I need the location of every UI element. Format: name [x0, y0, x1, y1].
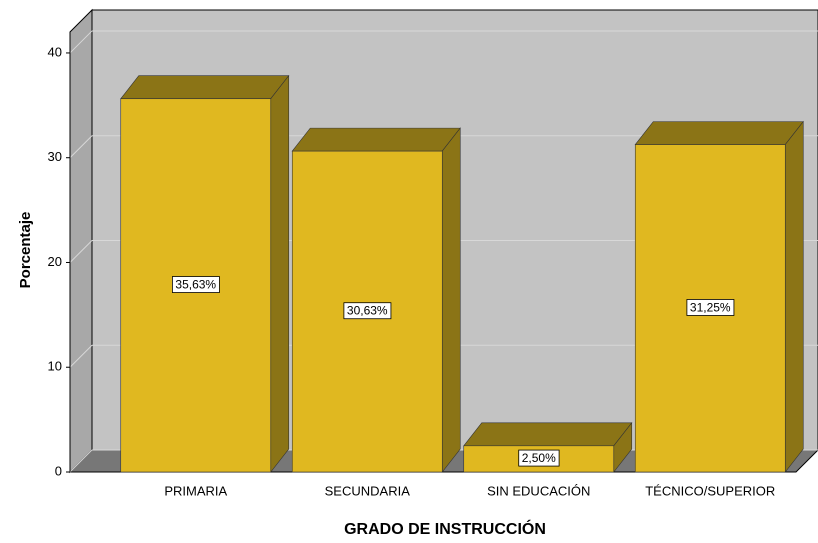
y-tick-label: 10 — [48, 359, 62, 374]
grid-line — [69, 30, 93, 54]
data-label-box — [518, 449, 560, 467]
data-label-box — [686, 299, 735, 316]
x-tick-label: TÉCNICO/SUPERIOR — [645, 483, 775, 498]
y-tick-label: 40 — [48, 44, 62, 59]
y-tick-label: 20 — [48, 254, 62, 269]
grid-line — [69, 449, 93, 473]
bar-front — [634, 144, 786, 473]
bar-front — [120, 98, 272, 473]
bar — [634, 120, 804, 473]
bar-side — [270, 74, 290, 473]
data-label-box — [343, 302, 392, 320]
grid-line — [69, 344, 93, 368]
bar-side — [784, 120, 804, 473]
bar-top — [291, 127, 461, 152]
bar-top — [463, 422, 633, 447]
grid-line — [69, 135, 93, 159]
y-axis-title: Porcentaje — [17, 212, 34, 289]
data-label: 2,50% — [522, 451, 556, 465]
grid-line — [69, 240, 93, 263]
bar-top — [634, 121, 804, 145]
data-label: 31,25% — [690, 300, 731, 314]
x-axis-title: GRADO DE INSTRUCCIÓN — [344, 519, 546, 538]
bar — [120, 74, 290, 473]
y-tick-label: 30 — [48, 149, 62, 164]
bar — [291, 127, 461, 473]
data-label: 35,63% — [175, 278, 216, 292]
data-label-box — [171, 276, 220, 293]
x-tick-label: SIN EDUCACIÓN — [487, 483, 590, 498]
y-tick-label: 0 — [55, 463, 62, 478]
bar-top — [120, 75, 290, 100]
x-tick-label: SECUNDARIA — [325, 483, 411, 498]
left-wall — [69, 8, 93, 474]
bar-side — [441, 127, 461, 473]
x-tick-label: PRIMARIA — [164, 483, 227, 498]
data-label: 30,63% — [347, 304, 388, 318]
